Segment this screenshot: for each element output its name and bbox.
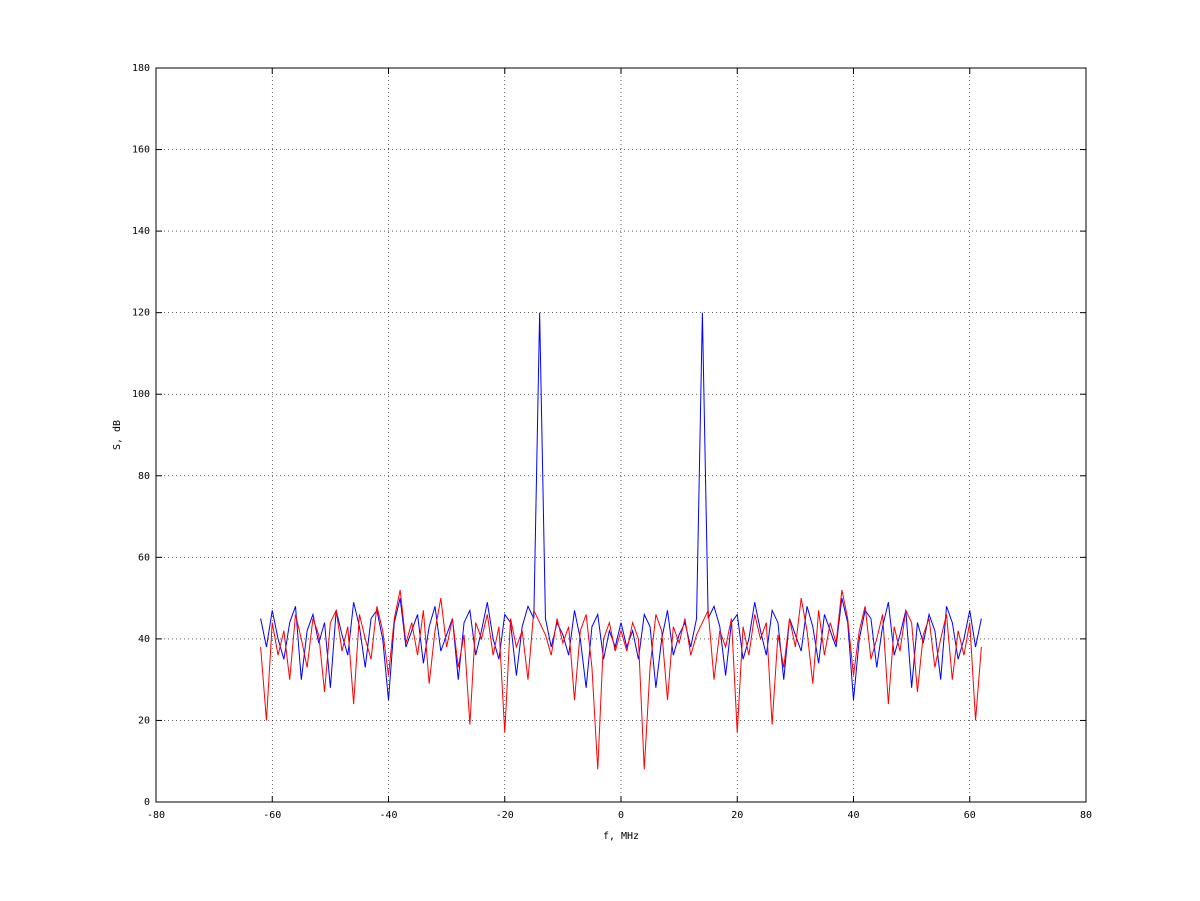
y-tick-label: 60: [138, 552, 150, 563]
x-tick-label: -40: [379, 810, 397, 821]
y-tick-label: 80: [138, 471, 150, 482]
y-tick-label: 140: [132, 226, 150, 237]
x-tick-label: -80: [147, 810, 165, 821]
y-tick-label: 40: [138, 634, 150, 645]
x-axis-label: f, MHz: [603, 831, 639, 842]
y-tick-label: 0: [144, 797, 150, 808]
y-tick-label: 180: [132, 63, 150, 74]
y-tick-label: 120: [132, 308, 150, 319]
series-line: [260, 312, 982, 701]
x-tick-label: -20: [496, 810, 514, 821]
plot-frame: [155, 67, 1087, 803]
x-tick-label: 60: [964, 810, 976, 821]
x-tick-label: -60: [263, 810, 281, 821]
x-tick-label: 40: [847, 810, 859, 821]
x-tick-label: 80: [1080, 810, 1092, 821]
x-tick-label: 0: [618, 810, 624, 821]
y-tick-label: 20: [138, 715, 150, 726]
y-tick-label: 160: [132, 145, 150, 156]
x-tick-label: 20: [731, 810, 743, 821]
y-tick-label: 100: [132, 389, 150, 400]
series-line: [260, 589, 982, 770]
y-axis-label: S, dB: [112, 420, 123, 450]
